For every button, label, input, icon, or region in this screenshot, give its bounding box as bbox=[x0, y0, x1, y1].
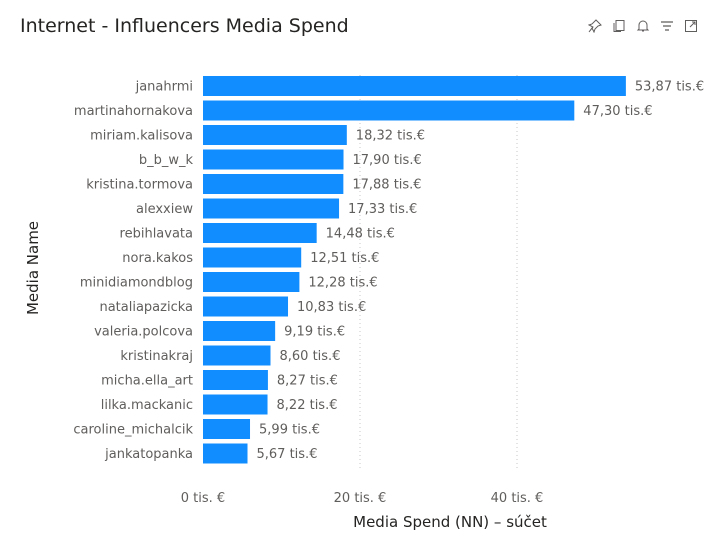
category-label: minidiamondblog bbox=[80, 276, 193, 291]
x-tick-label: 0 tis. € bbox=[181, 491, 225, 506]
pin-icon[interactable] bbox=[588, 19, 602, 33]
bar[interactable] bbox=[203, 296, 289, 317]
data-label: 10,83 tis.€ bbox=[297, 300, 366, 315]
data-label: 5,99 tis.€ bbox=[259, 423, 320, 438]
category-label: nora.kakos bbox=[122, 251, 193, 266]
bar[interactable] bbox=[203, 174, 344, 194]
copy-icon[interactable] bbox=[612, 19, 626, 33]
data-label: 17,33 tis.€ bbox=[348, 202, 417, 217]
data-label: 5,67 tis.€ bbox=[257, 447, 318, 462]
category-label: caroline_michalcik bbox=[73, 423, 193, 438]
x-tick-labels: 0 tis. € 20 tis. € 40 tis. € bbox=[181, 491, 544, 506]
category-label: jankatopanka bbox=[104, 447, 193, 462]
bar[interactable] bbox=[203, 394, 268, 415]
focus-mode-icon[interactable] bbox=[684, 19, 698, 33]
category-labels: janahrmi martinahornakova miriam.kalisova b… bbox=[73, 80, 193, 463]
data-label: 53,87 tis.€ bbox=[635, 80, 704, 95]
y-axis-title: Media Name bbox=[24, 221, 42, 315]
bar[interactable] bbox=[203, 321, 276, 341]
data-label: 17,88 tis.€ bbox=[352, 178, 421, 193]
data-label: 47,30 tis.€ bbox=[583, 104, 652, 119]
data-label: 8,60 tis.€ bbox=[280, 349, 341, 364]
bar[interactable] bbox=[203, 419, 251, 439]
data-label: 17,90 tis.€ bbox=[353, 153, 422, 168]
data-label: 12,51 tis.€ bbox=[310, 251, 379, 266]
category-label: valeria.polcova bbox=[94, 325, 193, 340]
bar[interactable] bbox=[203, 443, 248, 464]
x-tick-label: 20 tis. € bbox=[334, 491, 387, 506]
chart-title: Internet - Influencers Media Spend bbox=[20, 15, 349, 37]
bar[interactable] bbox=[203, 76, 626, 96]
data-label: 12,28 tis.€ bbox=[308, 276, 377, 291]
data-label: 9,19 tis.€ bbox=[284, 325, 345, 340]
category-label: kristinakraj bbox=[120, 349, 193, 364]
category-label: martinahornakova bbox=[74, 104, 193, 119]
data-label: 18,32 tis.€ bbox=[356, 129, 425, 144]
bar[interactable] bbox=[203, 125, 347, 145]
x-axis-title: Media Spend (NN) – súčet bbox=[353, 513, 547, 531]
category-label: b_b_w_k bbox=[139, 153, 194, 168]
filter-icon[interactable] bbox=[660, 19, 674, 33]
bar[interactable] bbox=[203, 223, 317, 243]
bar[interactable] bbox=[203, 100, 575, 121]
category-label: lilka.mackanic bbox=[101, 398, 193, 413]
bar[interactable] bbox=[203, 247, 302, 268]
category-label: nataliapazicka bbox=[99, 300, 193, 315]
data-label: 8,22 tis.€ bbox=[277, 398, 338, 413]
data-label: 14,48 tis.€ bbox=[326, 227, 395, 242]
x-tick-label: 40 tis. € bbox=[491, 491, 544, 506]
bar[interactable] bbox=[203, 370, 268, 390]
bar[interactable] bbox=[203, 149, 344, 170]
visual-header-icons bbox=[588, 19, 698, 33]
category-label: rebihlavata bbox=[120, 227, 193, 242]
bars bbox=[203, 76, 626, 464]
category-label: janahrmi bbox=[135, 80, 193, 95]
bell-icon[interactable] bbox=[636, 19, 650, 33]
category-label: kristina.tormova bbox=[86, 178, 193, 193]
data-label: 8,27 tis.€ bbox=[277, 374, 338, 389]
bar[interactable] bbox=[203, 198, 340, 219]
category-label: miriam.kalisova bbox=[90, 129, 193, 144]
category-label: micha.ella_art bbox=[101, 374, 193, 389]
data-labels: 53,87 tis.€ 47,30 tis.€ 18,32 tis.€ 17,90 t… bbox=[257, 80, 705, 463]
bar[interactable] bbox=[203, 272, 300, 292]
category-label: alexxiew bbox=[136, 202, 193, 217]
bar[interactable] bbox=[203, 345, 271, 366]
